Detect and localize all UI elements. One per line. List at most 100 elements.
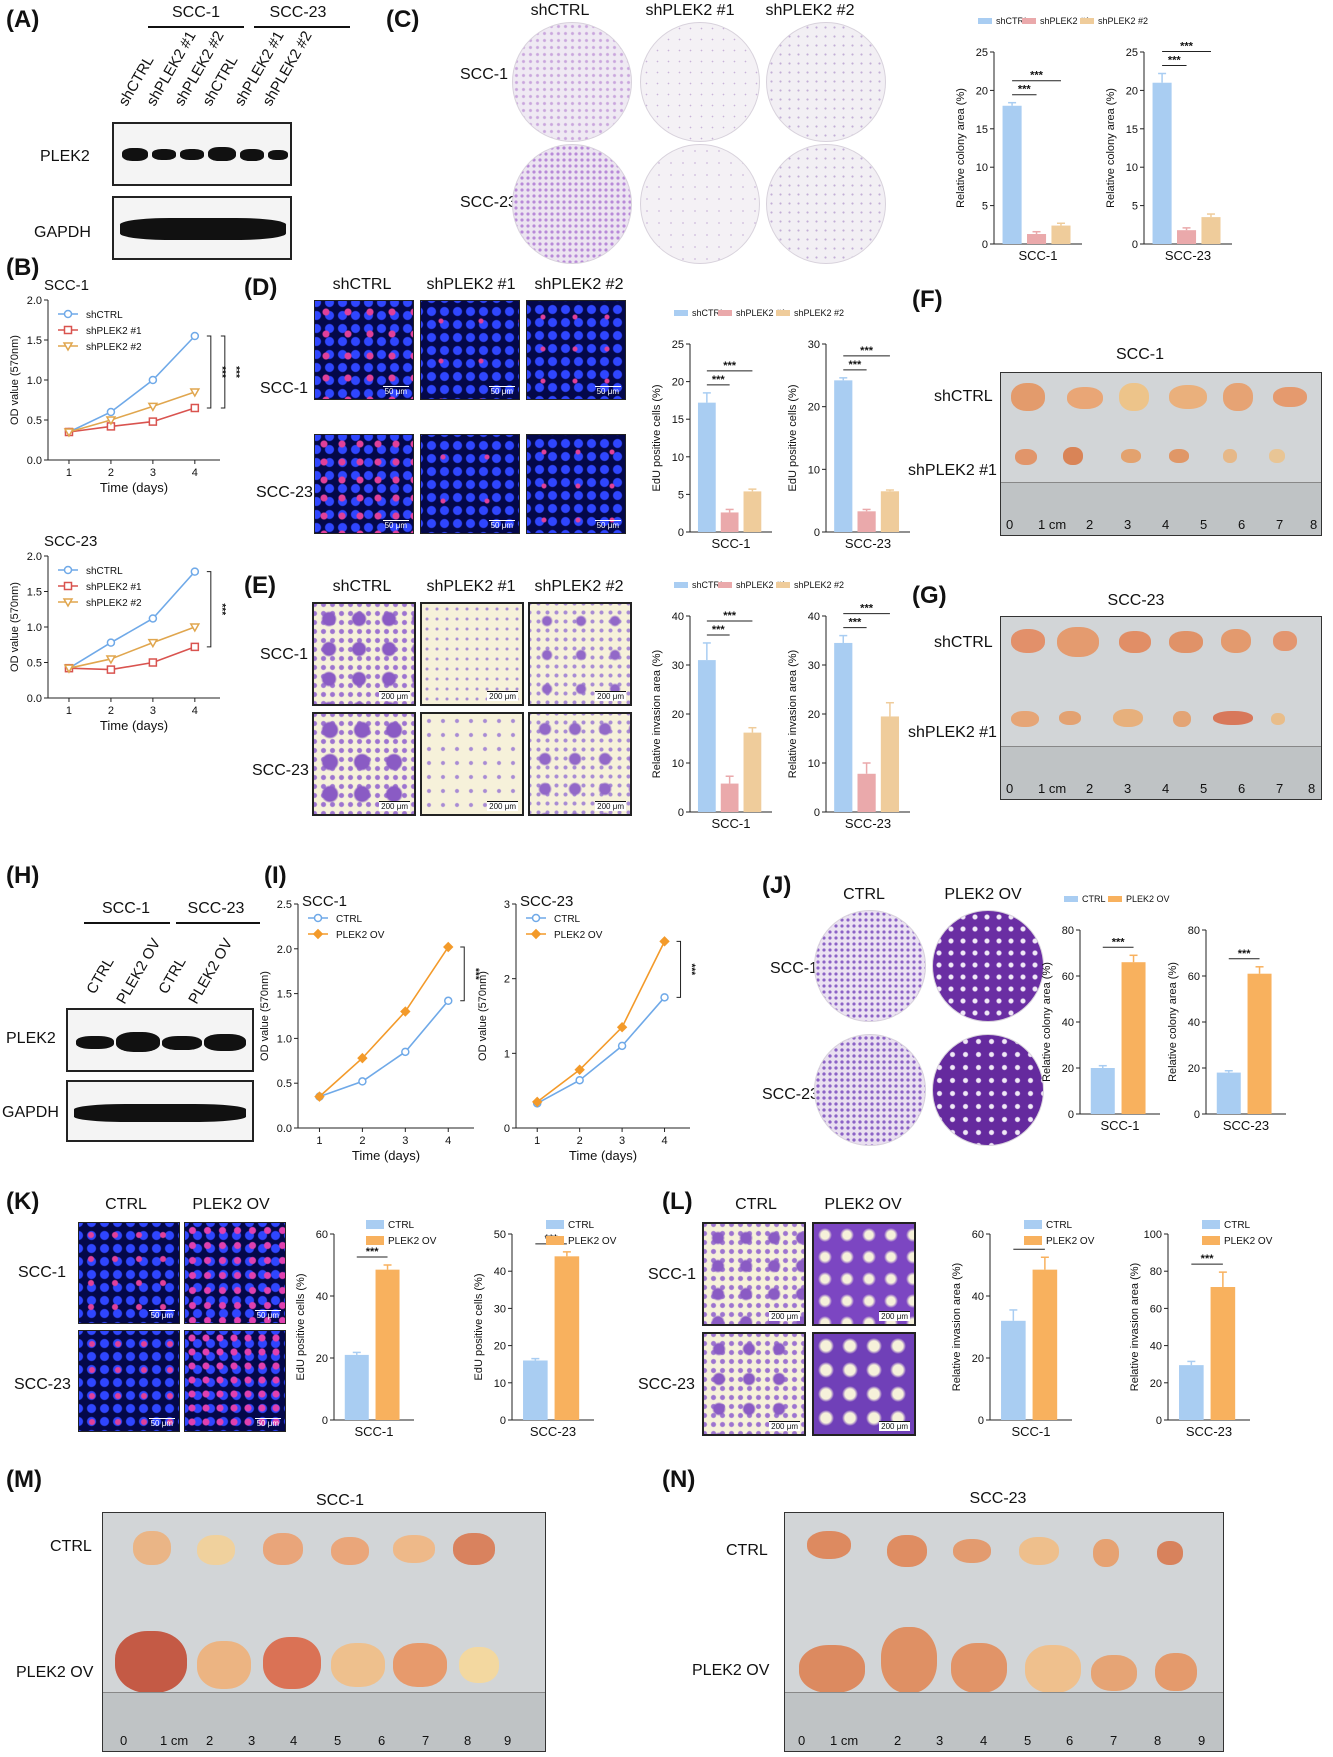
y-axis-label: EdU positive cells (%) xyxy=(651,385,663,492)
tumor-n-row-label: PLEK2 OV xyxy=(692,1662,770,1679)
legend-swatch xyxy=(1202,1236,1220,1245)
y-tick-label: 0 xyxy=(814,527,820,539)
colony-plate xyxy=(640,22,760,142)
y-tick-label: 0 xyxy=(504,1123,510,1135)
data-point xyxy=(148,417,158,426)
y-axis-label: Relative colony area (%) xyxy=(1167,962,1179,1082)
scale-bar: 50 μm xyxy=(148,1418,175,1428)
ruler-g-labels: 0 1 cm 2 3 4 5 6 7 8 xyxy=(1000,776,1322,800)
x-tick-label: 4 xyxy=(661,1135,667,1147)
ruler-number: 5 xyxy=(1024,1733,1032,1748)
y-axis-label: Relative colony area (%) xyxy=(1041,962,1053,1082)
chart-B-SCC-1: 0.0 0.5 1.0 1.5 2.0 OD value (570nm) Time (day… xyxy=(9,277,241,495)
ruler-number: 4 xyxy=(1162,781,1170,796)
data-point xyxy=(63,664,75,674)
edu-image: 50 μm xyxy=(420,300,520,400)
plate-j-row-label: SCC-1 xyxy=(770,960,819,977)
y-tick-label: 20 xyxy=(1126,85,1138,97)
invasion-image: 200 μm xyxy=(312,602,416,706)
significance-label: *** xyxy=(849,359,863,371)
x-tick-label: 4 xyxy=(192,467,198,479)
legend-swatch xyxy=(718,582,732,588)
legend-swatch xyxy=(1024,1236,1042,1245)
significance-label: *** xyxy=(366,1246,380,1258)
invasion-image: 200 μm xyxy=(420,602,524,706)
edu-d-col-label: shPLEK2 #2 xyxy=(534,276,624,293)
plate-c-col-label: shCTRL xyxy=(530,2,590,19)
data-point xyxy=(531,913,541,923)
significance-label: *** xyxy=(230,366,241,378)
scale-bar: 200 μm xyxy=(487,801,518,811)
legend-swatch xyxy=(366,1236,384,1245)
significance-label: *** xyxy=(723,610,737,622)
tumor-g-row-label: shCTRL xyxy=(934,634,993,651)
y-tick-label: 60 xyxy=(1062,971,1074,983)
data-point xyxy=(574,1064,585,1075)
y-tick-label: 40 xyxy=(1062,1017,1074,1029)
legend-swatch xyxy=(1080,18,1094,24)
ruler-number: 9 xyxy=(1198,1733,1206,1748)
x-axis-label: Time (days) xyxy=(100,480,168,495)
legend-label: CTRL xyxy=(1082,894,1106,904)
data-point xyxy=(64,663,74,673)
data-point xyxy=(617,1041,627,1051)
y-tick-label: 40 xyxy=(972,1291,984,1303)
ruler-number: 0 xyxy=(120,1733,128,1748)
legend-swatch xyxy=(546,1236,564,1245)
legend-label: CTRL xyxy=(1224,1220,1251,1231)
y-tick-label: 20 xyxy=(1150,1378,1162,1390)
tumor-g-title: SCC-23 xyxy=(1107,592,1165,609)
series-line xyxy=(68,626,196,669)
tumor-n-photo xyxy=(784,1512,1224,1752)
y-tick-label: 0.0 xyxy=(27,455,42,467)
significance-label: *** xyxy=(216,603,227,615)
blot-h-lane-label: PLEK2 OV xyxy=(185,935,237,1007)
blot-a-gapdh-strip xyxy=(112,196,292,260)
y-tick-label: 100 xyxy=(1144,1229,1162,1241)
chart-E-SCC-23: 0 10 20 30 40 Relative invasion area (%) SCC-2… xyxy=(787,603,910,831)
panel-label-f: (F) xyxy=(912,286,943,313)
ruler-number: 3 xyxy=(1124,517,1132,532)
ruler xyxy=(785,1692,1223,1751)
legend-label: shCTRL xyxy=(86,566,123,577)
y-tick-label: 0 xyxy=(678,527,684,539)
panel-label-i: (I) xyxy=(264,862,287,889)
x-tick-label: 1 xyxy=(534,1135,540,1147)
blot-h-gapdh-strip xyxy=(66,1080,254,1142)
y-tick-label: 10 xyxy=(672,452,684,464)
data-point xyxy=(314,1091,325,1102)
chart-title: SCC-23 xyxy=(44,533,97,550)
panel-label-g: (G) xyxy=(912,582,947,609)
edu-image: 50 μm xyxy=(184,1330,286,1432)
y-tick-label: 5 xyxy=(1132,201,1138,213)
data-point xyxy=(62,342,74,352)
y-tick-label: 30 xyxy=(808,660,820,672)
tumor-m-title: SCC-1 xyxy=(315,1492,364,1509)
y-axis-label: Relative colony area (%) xyxy=(1105,88,1117,208)
data-point xyxy=(106,665,116,674)
data-point xyxy=(616,1021,628,1033)
y-tick-label: 10 xyxy=(808,464,820,476)
bar xyxy=(1210,1287,1236,1420)
y-tick-label: 1.5 xyxy=(277,989,292,1001)
legend-label: shPLEK2 #1 xyxy=(86,582,142,593)
legend-label: shPLEK2 #1 xyxy=(736,580,786,590)
ruler-number: 5 xyxy=(334,1733,342,1748)
chart-title: SCC-1 xyxy=(302,893,347,910)
y-axis-label: EdU positive cells (%) xyxy=(787,385,799,492)
blot-a-group-label: SCC-1 xyxy=(171,4,220,21)
y-tick-label: 0 xyxy=(1156,1415,1162,1427)
y-tick-label: 20 xyxy=(976,85,988,97)
panel-label-b: (B) xyxy=(6,254,40,281)
chart-D-SCC-1: 0 5 10 15 20 25 EdU positive cells (%) SCC-1 ***… xyxy=(651,308,844,551)
data-point xyxy=(358,1077,367,1086)
x-axis-label: SCC-23 xyxy=(1223,1118,1269,1133)
y-tick-label: 20 xyxy=(808,709,820,721)
chart-I-SCC-23: 0 1 2 3 OD value (570nm) Time (days) 1 2 3 4 CTRL P… xyxy=(477,893,697,1163)
edu-image: 50 μm xyxy=(526,434,626,534)
bar xyxy=(880,716,900,812)
chart-J-SCC-1: 0 20 40 60 80 Relative colony area (%) SCC-1 **… xyxy=(1041,894,1170,1133)
significance-label: ** xyxy=(1025,1238,1034,1250)
ruler-number: 1 cm xyxy=(1038,781,1067,796)
bar xyxy=(880,491,900,532)
